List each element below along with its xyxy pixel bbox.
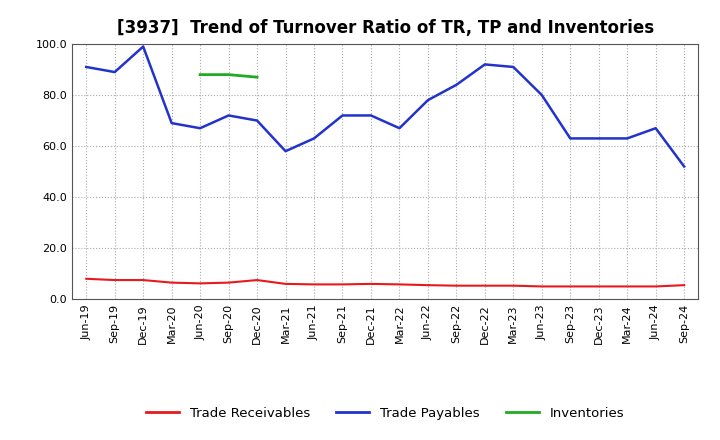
Title: [3937]  Trend of Turnover Ratio of TR, TP and Inventories: [3937] Trend of Turnover Ratio of TR, TP… — [117, 19, 654, 37]
Legend: Trade Receivables, Trade Payables, Inventories: Trade Receivables, Trade Payables, Inven… — [141, 402, 629, 425]
